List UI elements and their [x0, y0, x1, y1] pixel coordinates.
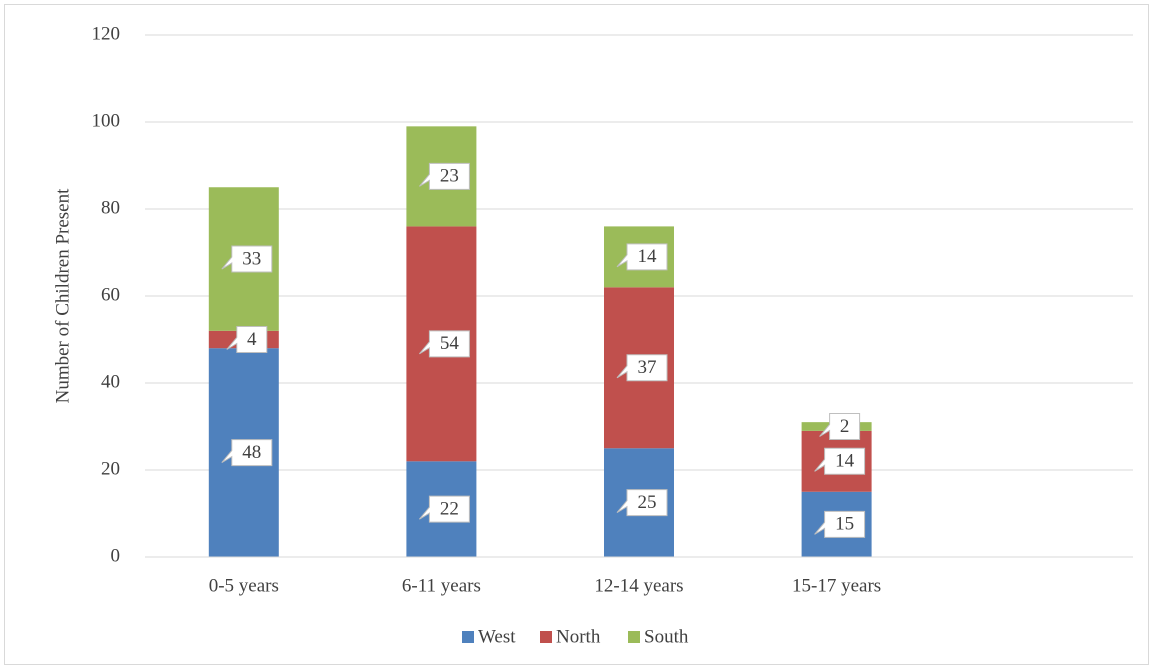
x-tick-label: 6-11 years [402, 575, 481, 596]
data-label: 14 [638, 246, 658, 267]
chart-border [4, 4, 1149, 665]
data-label: 33 [242, 248, 261, 269]
data-label-callout [419, 162, 470, 190]
legend-label: West [478, 626, 516, 647]
y-tick-label: 60 [101, 284, 120, 305]
data-label-callout [616, 354, 668, 382]
y-tick-label: 100 [92, 110, 121, 131]
data-label-callout [819, 413, 861, 440]
data-label-callout [419, 330, 470, 358]
legend-swatch [462, 631, 474, 643]
y-tick-label: 20 [101, 458, 120, 479]
data-label: 37 [638, 357, 657, 378]
data-label-callout [419, 495, 470, 523]
data-label-callout [814, 510, 866, 538]
data-label: 2 [840, 416, 850, 437]
y-tick-label: 120 [92, 23, 121, 44]
x-tick-label: 15-17 years [792, 575, 881, 596]
data-label: 48 [242, 442, 261, 463]
data-label-callout [814, 447, 866, 475]
legend-label: South [644, 626, 689, 647]
x-tick-label: 0-5 years [209, 575, 279, 596]
y-axis-title: Number of Children Present [52, 188, 73, 403]
legend-swatch [540, 631, 552, 643]
data-label-callout [616, 489, 668, 517]
legend-label: North [556, 626, 601, 647]
data-label: 15 [835, 514, 854, 535]
data-label-callout [616, 243, 668, 271]
y-tick-label: 0 [111, 545, 121, 566]
y-tick-label: 40 [101, 371, 120, 392]
y-tick-label: 80 [101, 197, 120, 218]
data-label: 22 [440, 499, 459, 520]
x-tick-label: 12-14 years [594, 575, 683, 596]
data-label: 23 [440, 166, 459, 187]
data-label: 25 [638, 492, 657, 513]
data-label-callout [221, 439, 273, 467]
data-label: 14 [835, 451, 855, 472]
legend-swatch [628, 631, 640, 643]
data-label: 54 [440, 333, 460, 354]
data-label-callout [221, 245, 273, 273]
data-label-callout [226, 326, 268, 353]
data-label: 4 [247, 329, 257, 350]
